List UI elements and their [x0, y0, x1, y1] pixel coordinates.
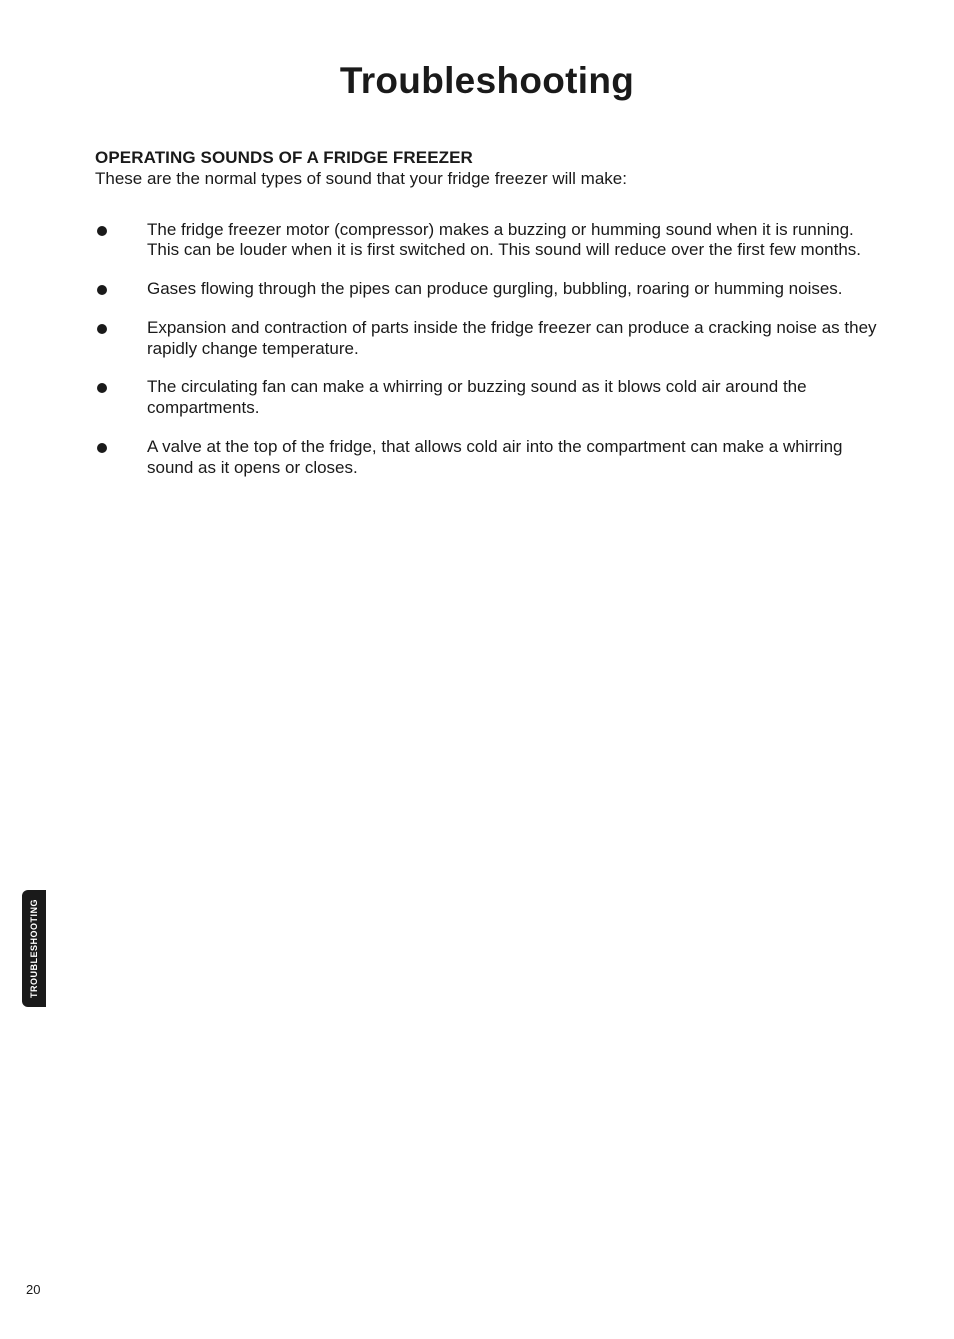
list-item: The circulating fan can make a whirring … — [95, 377, 879, 418]
page-title: Troubleshooting — [95, 60, 879, 102]
intro-text: These are the normal types of sound that… — [95, 168, 879, 189]
bullet-list: The fridge freezer motor (compressor) ma… — [95, 220, 879, 479]
list-item: The fridge freezer motor (compressor) ma… — [95, 220, 879, 261]
bullet-icon — [97, 443, 107, 453]
bullet-icon — [97, 226, 107, 236]
page-content: Troubleshooting OPERATING SOUNDS OF A FR… — [0, 0, 954, 478]
page-number: 20 — [26, 1282, 40, 1297]
bullet-text: The circulating fan can make a whirring … — [147, 377, 879, 418]
bullet-text: The fridge freezer motor (compressor) ma… — [147, 220, 879, 261]
bullet-text: A valve at the top of the fridge, that a… — [147, 437, 879, 478]
list-item: Gases flowing through the pipes can prod… — [95, 279, 879, 300]
bullet-icon — [97, 285, 107, 295]
bullet-icon — [97, 324, 107, 334]
list-item: A valve at the top of the fridge, that a… — [95, 437, 879, 478]
list-item: Expansion and contraction of parts insid… — [95, 318, 879, 359]
side-tab: TROUBLESHOOTING — [22, 890, 46, 1007]
bullet-icon — [97, 383, 107, 393]
bullet-text: Expansion and contraction of parts insid… — [147, 318, 879, 359]
section-heading: OPERATING SOUNDS OF A FRIDGE FREEZER — [95, 148, 879, 168]
bullet-text: Gases flowing through the pipes can prod… — [147, 279, 879, 300]
